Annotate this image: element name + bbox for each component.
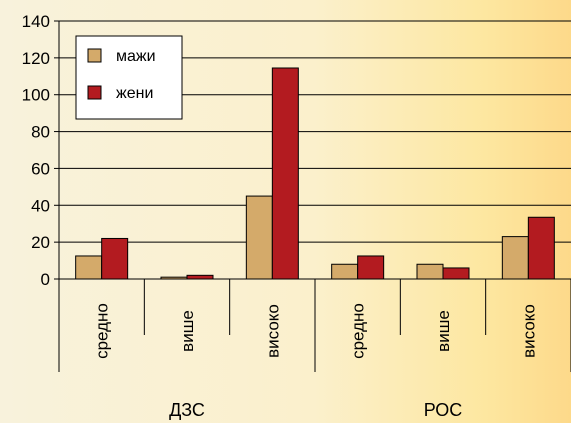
x-category-label: високо xyxy=(263,304,282,358)
legend-swatch-zheni xyxy=(87,85,102,100)
x-category-label: средно xyxy=(93,303,112,359)
x-category-label: више xyxy=(178,310,197,352)
bar-mazhi-5 xyxy=(501,236,529,280)
bar-zheni-1 xyxy=(186,274,214,280)
y-tick-label: 140 xyxy=(22,12,50,31)
y-axis: 0 20 40 60 80 100 120 140 xyxy=(22,12,60,289)
bar-mazhi-0 xyxy=(75,255,103,280)
bar-mazhi-4 xyxy=(416,263,444,280)
legend-label: мажи xyxy=(116,48,156,65)
x-axis: средно више високо средно више високо ДЗС РОС xyxy=(58,278,571,420)
x-category-label: високо xyxy=(519,304,538,358)
y-tick-label: 20 xyxy=(31,233,50,252)
y-tick-label: 100 xyxy=(22,86,50,105)
bar-mazhi-2 xyxy=(245,195,273,280)
legend: мажи жени xyxy=(75,35,183,120)
y-tick-label: 60 xyxy=(31,159,50,178)
bar-mazhi-3 xyxy=(331,263,359,280)
bars xyxy=(75,67,555,280)
y-tick-label: 40 xyxy=(31,196,50,215)
bar-zheni-4 xyxy=(442,267,470,280)
bar-zheni-5 xyxy=(527,216,555,280)
x-category-label: више xyxy=(434,310,453,352)
bar-zheni-2 xyxy=(271,67,299,280)
legend-swatch-mazhi xyxy=(87,48,102,63)
x-category-label: средно xyxy=(349,303,368,359)
y-tick-label: 0 xyxy=(41,270,50,289)
y-tick-label: 120 xyxy=(22,49,50,68)
y-tick-label: 80 xyxy=(31,123,50,142)
bar-zheni-0 xyxy=(101,237,129,280)
bar-zheni-3 xyxy=(357,255,385,280)
x-group-label: РОС xyxy=(424,400,463,420)
legend-label: жени xyxy=(116,85,153,102)
x-group-label: ДЗС xyxy=(169,400,205,420)
